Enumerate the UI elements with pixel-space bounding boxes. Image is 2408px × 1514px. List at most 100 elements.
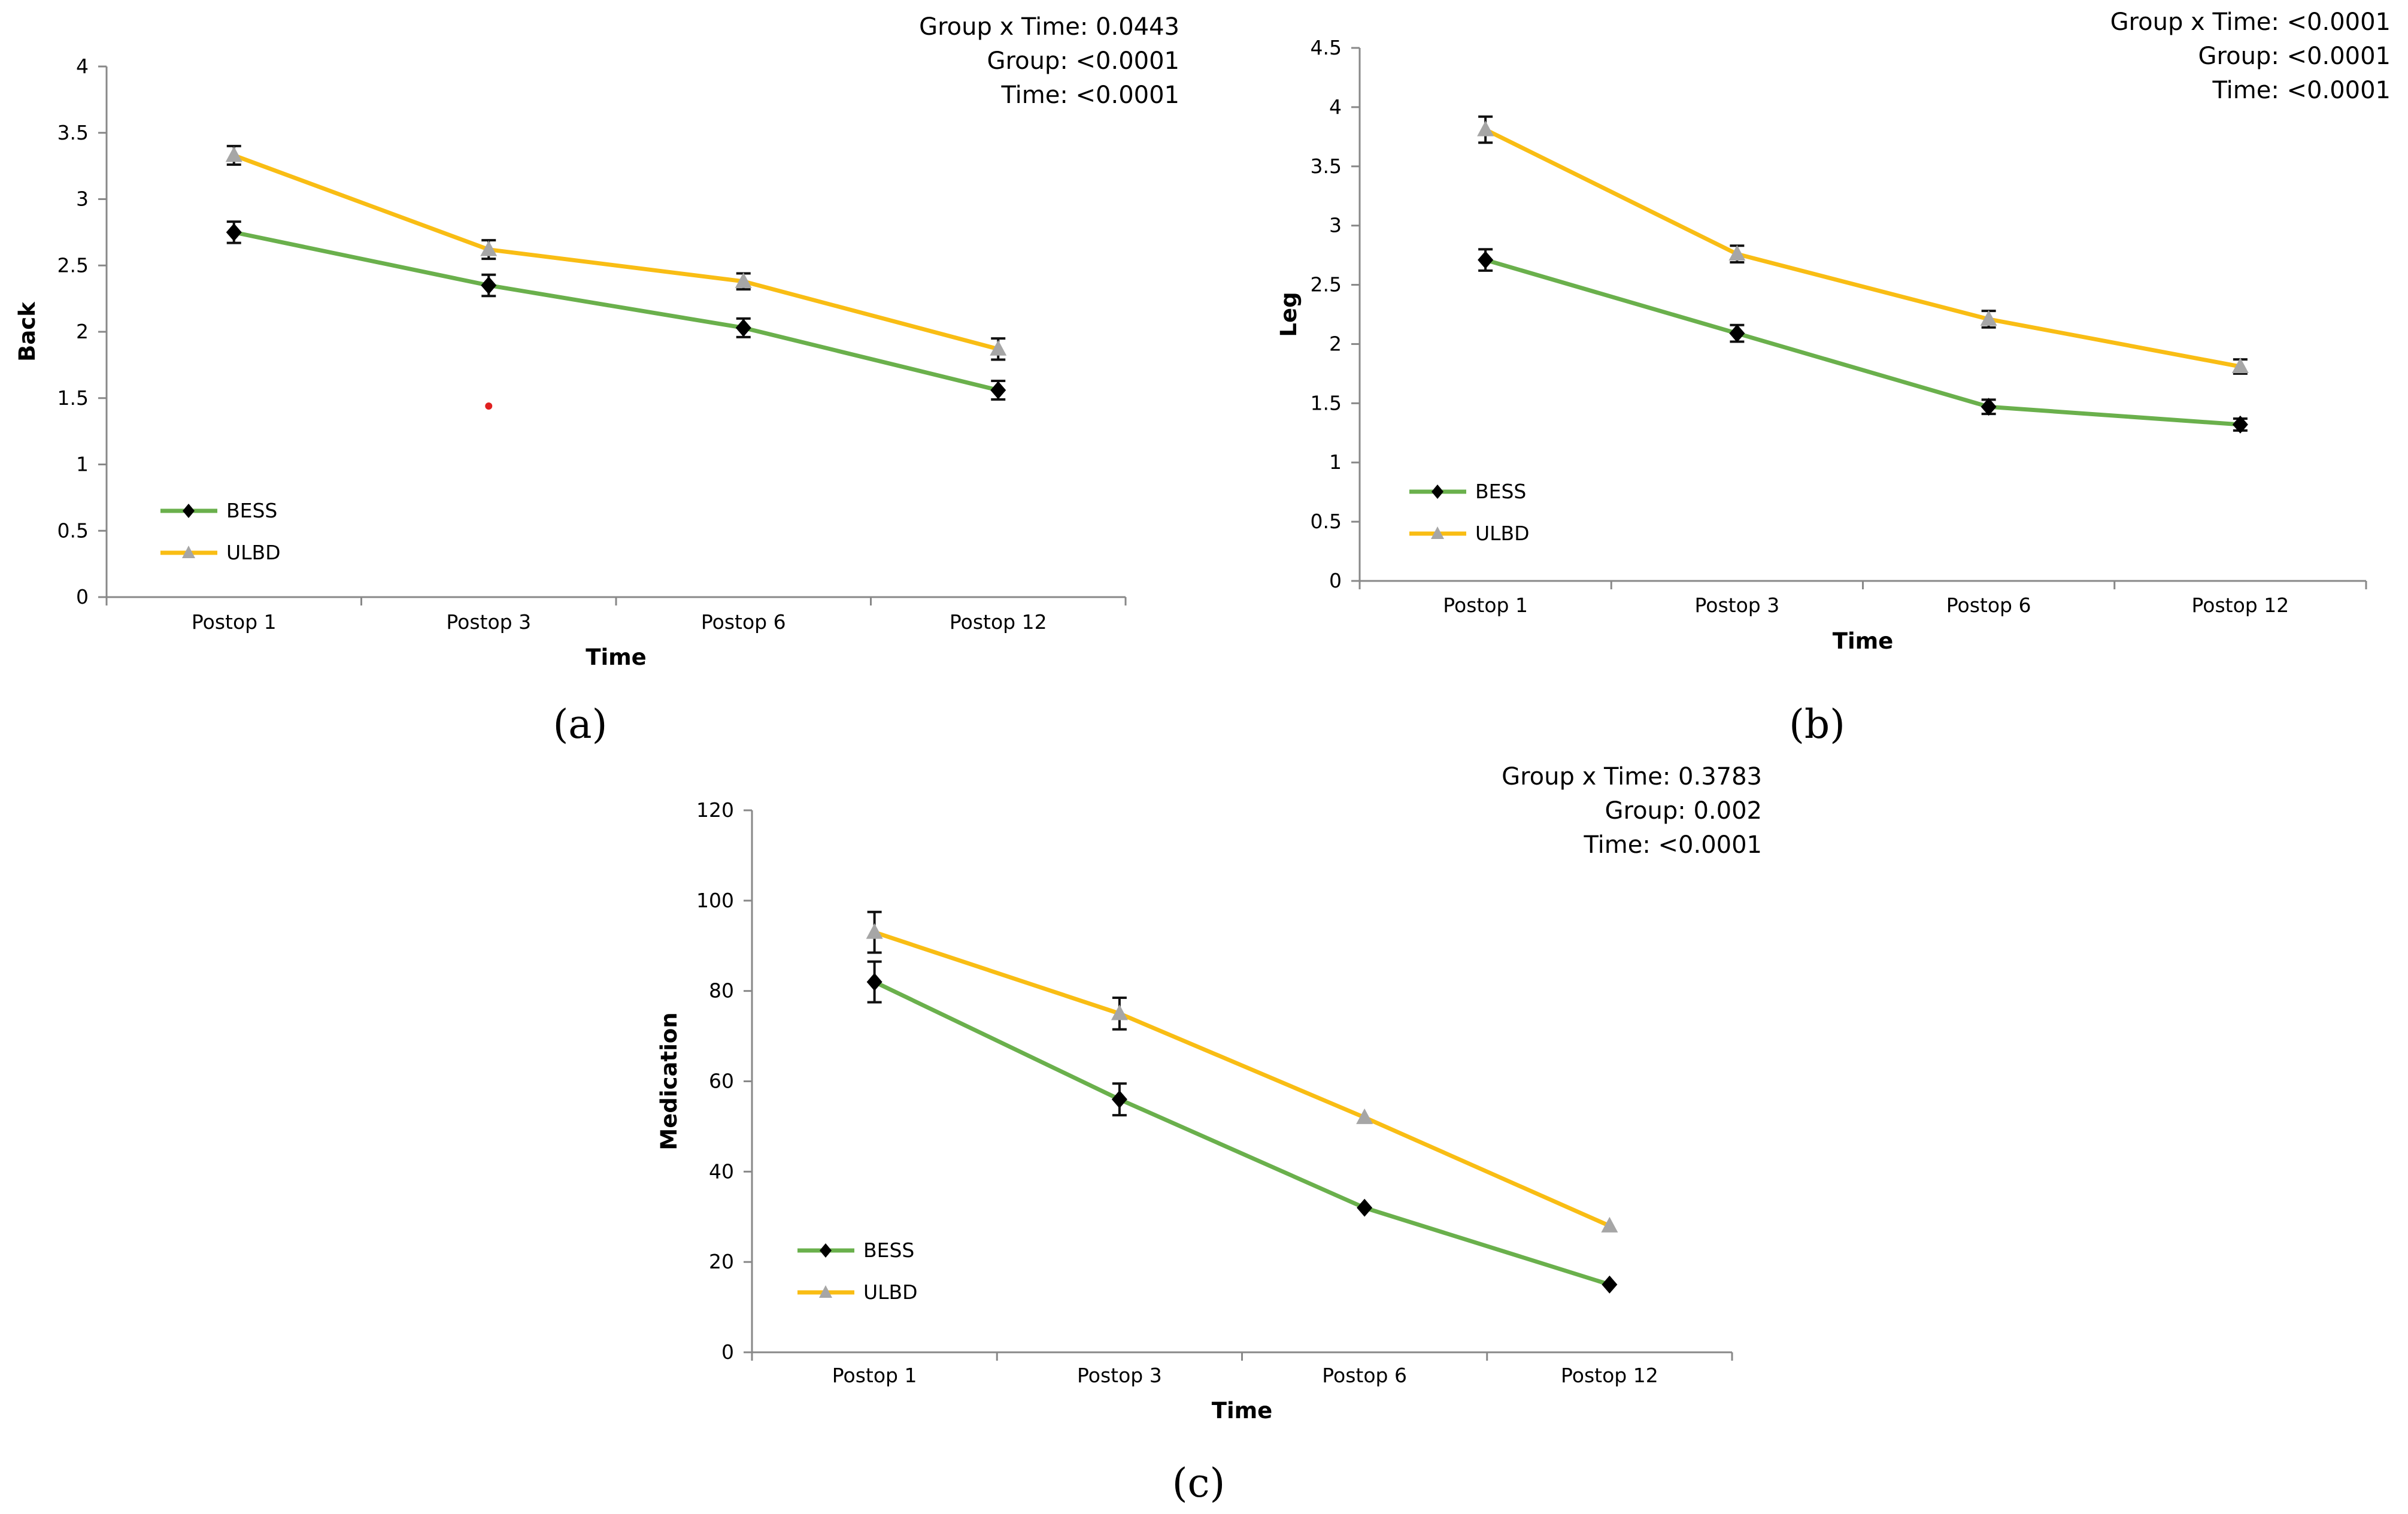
x-tick-label: Postop 6	[701, 610, 786, 634]
data-point-bess	[226, 223, 242, 241]
chart-panels: 0 0.5 1 1.5 2 2.5 3 3.5 4 Postop 1 Postop 3 Postop …	[14, 8, 2391, 1424]
y-tick-label: 120	[696, 798, 734, 822]
legend-label-ulbd: ULBD	[863, 1280, 918, 1304]
y-tick-label: 20	[709, 1250, 734, 1273]
data-point-ulbd	[1111, 1004, 1128, 1021]
x-tick-label: Postop 1	[1443, 594, 1528, 617]
stats-line: Group x Time: 0.0443	[919, 13, 1179, 41]
data-point-bess	[735, 319, 751, 337]
x-axis-title: Time	[1212, 1398, 1273, 1424]
y-tick-label: 0	[721, 1340, 734, 1364]
chart-panel-1: 0 0.5 1 1.5 2 2.5 3 3.5 4 Postop 1 Postop 3 Postop …	[14, 13, 1179, 670]
caption-b: (b)	[1789, 701, 1845, 747]
series-line-bess	[1485, 258, 2241, 427]
y-tick-label: 2.5	[57, 253, 89, 277]
stats-line: Group x Time: 0.3783	[1502, 763, 1762, 791]
stats-line: Time: <0.0001	[1583, 831, 1762, 859]
x-tick-label: Postop 1	[192, 610, 277, 634]
chart-panel-3: 0 20 40 60 80 100 120 Postop 1 Postop 3 Postop 6 P…	[656, 763, 1762, 1424]
legend-label-bess: BESS	[1475, 480, 1526, 503]
data-point-bess	[2232, 415, 2248, 434]
y-tick-label: 2	[76, 320, 89, 343]
data-point-ulbd	[1601, 1216, 1618, 1233]
data-point-ulbd	[1980, 310, 1997, 326]
data-point-ulbd	[1477, 120, 1494, 137]
legend-label-ulbd: ULBD	[1475, 522, 1530, 545]
x-tick-label: Postop 12	[2192, 594, 2289, 617]
caption-c: (c)	[1172, 1460, 1225, 1506]
series-line-bess	[874, 980, 1611, 1287]
stats-line: Group: <0.0001	[2198, 43, 2391, 70]
x-axis-title: Time	[586, 644, 647, 670]
legend-marker	[1432, 485, 1443, 499]
y-tick-label: 4	[1329, 95, 1342, 119]
data-point-ulbd	[225, 146, 242, 162]
legend-marker	[1431, 526, 1444, 539]
data-point-bess	[1111, 1090, 1127, 1109]
data-point-ulbd	[2231, 358, 2249, 374]
series-line-ulbd	[1484, 128, 2241, 369]
x-axis-title: Time	[1833, 628, 1894, 654]
x-tick-label: Postop 12	[950, 610, 1047, 634]
data-point-bess	[1729, 324, 1745, 343]
data-point-bess	[1357, 1198, 1373, 1217]
y-tick-label: 2	[1329, 332, 1342, 355]
legend-marker	[819, 1285, 832, 1298]
legend-marker	[820, 1243, 832, 1258]
y-axis-title: Back	[14, 301, 40, 362]
y-tick-label: 3	[1329, 214, 1342, 237]
legend-marker	[182, 546, 195, 558]
data-point-ulbd	[735, 272, 752, 288]
legend-label-bess: BESS	[226, 499, 277, 522]
y-tick-label: 2.5	[1311, 273, 1342, 296]
y-tick-label: 4	[76, 54, 89, 78]
stats-line: Time: <0.0001	[2212, 77, 2391, 104]
y-tick-label: 0.5	[1311, 510, 1342, 533]
data-point-ulbd	[480, 240, 498, 256]
red-dot-mark	[485, 402, 493, 410]
series-line-ulbd	[233, 153, 999, 352]
data-point-bess	[1478, 251, 1494, 270]
y-tick-label: 0	[1329, 569, 1342, 592]
data-point-bess	[990, 381, 1006, 399]
series-line-bess	[233, 230, 999, 392]
data-point-bess	[1602, 1275, 1618, 1294]
data-point-bess	[481, 276, 497, 295]
y-tick-label: 3.5	[1311, 155, 1342, 178]
y-tick-label: 3.5	[57, 121, 89, 144]
legend-label-ulbd: ULBD	[226, 541, 281, 564]
y-axis-title: Leg	[1276, 292, 1302, 337]
x-tick-label: Postop 12	[1561, 1364, 1658, 1387]
x-tick-label: Postop 6	[1322, 1364, 1407, 1387]
x-tick-label: Postop 6	[1946, 594, 2031, 617]
y-tick-label: 4.5	[1311, 36, 1342, 59]
y-tick-label: 80	[709, 979, 734, 1003]
data-point-bess	[866, 973, 882, 991]
stats-line: Group: <0.0001	[987, 47, 1179, 75]
y-tick-label: 1	[76, 453, 89, 476]
y-tick-label: 1.5	[1311, 391, 1342, 414]
y-tick-label: 100	[696, 889, 734, 912]
legend-marker	[183, 504, 195, 518]
data-point-ulbd	[1356, 1108, 1373, 1124]
series-line-ulbd	[874, 930, 1611, 1228]
y-tick-label: 1	[1329, 450, 1342, 474]
caption-a: (a)	[553, 701, 608, 747]
x-tick-label: Postop 3	[446, 610, 531, 634]
y-tick-label: 40	[709, 1159, 734, 1183]
x-tick-label: Postop 1	[832, 1364, 917, 1387]
data-point-bess	[1981, 398, 1997, 416]
y-tick-label: 60	[709, 1070, 734, 1093]
stats-line: Group x Time: <0.0001	[2110, 8, 2391, 36]
data-point-ulbd	[866, 923, 883, 939]
stats-line: Group: 0.002	[1605, 797, 1762, 825]
y-tick-label: 1.5	[57, 386, 89, 410]
stats-line: Time: <0.0001	[1000, 81, 1179, 109]
x-tick-label: Postop 3	[1077, 1364, 1162, 1387]
data-point-ulbd	[1728, 245, 1746, 261]
y-axis-title: Medication	[656, 1012, 682, 1150]
y-tick-label: 3	[76, 187, 89, 211]
data-point-ulbd	[990, 340, 1007, 356]
x-tick-label: Postop 3	[1695, 594, 1780, 617]
